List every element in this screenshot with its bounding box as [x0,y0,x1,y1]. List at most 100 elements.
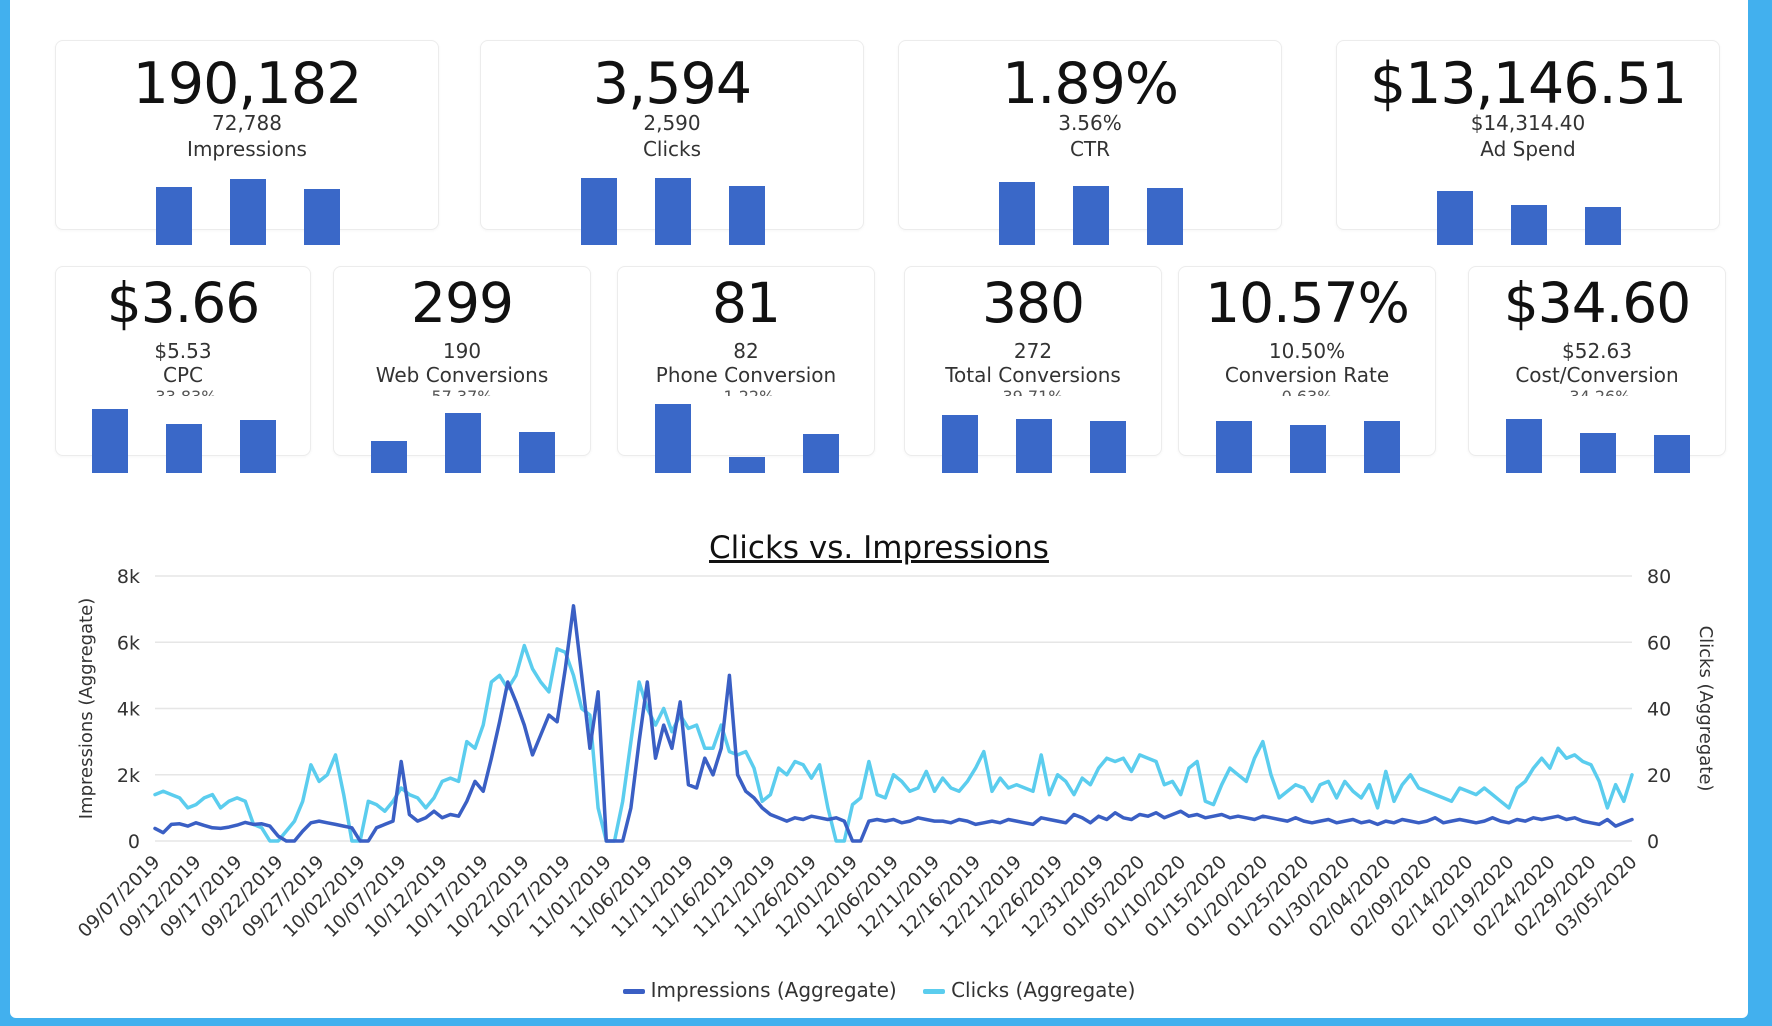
legend-swatch-clicks [923,989,946,994]
kpi-value: 3,594 [592,51,752,117]
kpi-value: 10.57% [1205,271,1410,335]
kpi-bar[interactable] [1216,421,1252,473]
kpi-value: $3.66 [106,271,260,335]
y2-axis-tick-label: 80 [1647,566,1671,588]
kpi-bar-chart [1506,419,1690,473]
kpi-bar[interactable] [581,178,617,245]
kpi-bar[interactable] [1580,433,1616,473]
kpi-label: Conversion Rate [1224,363,1390,387]
kpi-previous-value: 272 [1013,339,1053,363]
kpi-bar[interactable] [1585,207,1621,245]
kpi-change-percent: -34.26% [1469,387,1725,396]
kpi-previous-value: 72,788 [212,111,282,135]
kpi-bar-chart [655,404,839,473]
kpi-value: 1.89% [1001,51,1179,117]
kpi-bar[interactable] [1090,421,1126,473]
kpi-change-percent: 0.63% [1179,387,1435,396]
y-axis-title: Impressions (Aggregate) [76,598,97,820]
chart-legend: Impressions (Aggregate) Clicks (Aggregat… [10,978,1748,1002]
kpi-previous-value: 190 [442,339,482,363]
kpi-label: Web Conversions [375,363,549,387]
kpi-value: 81 [712,271,781,335]
kpi-bar[interactable] [304,189,340,245]
kpi-previous-value: $52.63 [1562,339,1632,363]
kpi-bar[interactable] [1654,435,1690,473]
kpi-label: CTR [1069,137,1111,161]
kpi-value: $13,146.51 [1369,51,1687,117]
y-axis-tick-label: 4k [117,699,140,721]
kpi-bar[interactable] [1147,188,1183,245]
kpi-bar[interactable] [1290,425,1326,473]
chart-title: Clicks vs. Impressions [709,530,1049,566]
kpi-bar[interactable] [445,413,481,473]
kpi-bar[interactable] [942,415,978,473]
y2-axis-tick-label: 40 [1647,699,1671,721]
kpi-previous-value: 2,590 [643,111,701,135]
kpi-card-ad-spend[interactable]: $13,146.51 $14,314.40 Ad Spend [1336,40,1720,245]
kpi-bar[interactable] [655,178,691,245]
kpi-bar-chart [1437,191,1621,245]
legend-label-clicks: Clicks (Aggregate) [951,978,1136,1002]
kpi-label: Clicks [642,137,702,161]
legend-item-clicks[interactable]: Clicks (Aggregate) [923,978,1135,1002]
kpi-bar-chart [942,415,1126,473]
kpi-change-percent: 57.37% [334,387,590,396]
kpi-bar-chart [156,179,340,245]
kpi-bar[interactable] [230,179,266,245]
kpi-bar[interactable] [1506,419,1542,473]
impressions-series-line[interactable] [153,604,1634,843]
kpi-card-impressions[interactable]: 190,182 72,788 Impressions [55,40,439,245]
clicks-vs-impressions-chart: 0 0 2k 20 4k 40 6k 60 8k 80 Impressions (Aggregate… [74,566,1716,942]
kpi-card-ctr[interactable]: 1.89% 3.56% CTR [898,40,1282,245]
kpi-value: 380 [982,271,1085,335]
kpi-bar-chart [92,409,276,473]
y-axis-tick-label: 2k [117,765,140,787]
kpi-card-clicks[interactable]: 3,594 2,590 Clicks [480,40,864,245]
kpi-previous-value: 10.50% [1268,339,1346,363]
kpi-bar[interactable] [519,432,555,473]
kpi-bar[interactable] [729,186,765,245]
kpi-value: 299 [411,271,514,335]
y-axis-tick-label: 8k [117,566,140,588]
kpi-bar[interactable] [1016,419,1052,473]
kpi-bar[interactable] [92,409,128,473]
kpi-bar[interactable] [1364,421,1400,473]
y2-axis-tick-label: 60 [1647,632,1671,654]
kpi-bar[interactable] [1073,186,1109,245]
kpi-bar[interactable] [166,424,202,473]
kpi-bar[interactable] [1437,191,1473,245]
kpi-previous-value: 3.56% [1058,111,1122,135]
kpi-bar[interactable] [999,182,1035,245]
kpi-label: Ad Spend [1480,137,1576,161]
kpi-bar[interactable] [371,441,407,473]
kpi-change-percent: -1.22% [618,387,874,396]
kpi-bar[interactable] [1511,205,1547,245]
kpi-label: Impressions [187,137,307,161]
kpi-value: $34.60 [1503,271,1691,335]
kpi-bar-chart [999,182,1183,245]
clicks-series-line[interactable] [153,643,1634,843]
kpi-label: Total Conversions [945,363,1121,387]
kpi-bar-chart [581,178,765,245]
kpi-change-percent: 39.71% [905,387,1161,396]
kpi-bar[interactable] [803,434,839,473]
kpi-previous-value: $5.53 [154,339,212,363]
kpi-label: Phone Conversion [655,363,837,387]
kpi-bar-chart [1216,421,1400,473]
kpi-bar[interactable] [655,404,691,473]
kpi-bar[interactable] [156,187,192,245]
kpi-value: 190,182 [132,51,363,117]
legend-item-impressions[interactable]: Impressions (Aggregate) [622,978,897,1002]
kpi-bar[interactable] [729,457,765,473]
kpi-bar[interactable] [240,420,276,473]
kpi-card-conversion-rate[interactable]: 10.57% 10.50%Conversion Rate0.63% [1178,266,1436,473]
y-axis-tick-label: 0 [128,831,140,853]
kpi-bar-chart [371,413,555,473]
kpi-label: CPC [163,363,203,387]
kpi-previous-value: 82 [733,339,759,363]
